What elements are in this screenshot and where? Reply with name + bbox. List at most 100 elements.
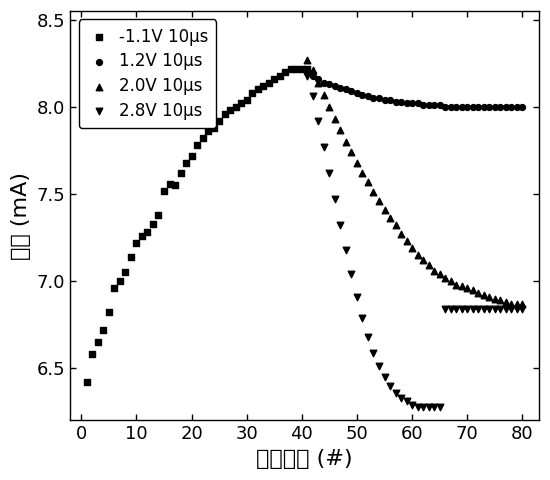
1.2V 10μs — [452, 103, 460, 111]
-1.1V 10μs — [165, 180, 174, 187]
-1.1V 10μs — [116, 277, 124, 285]
2.0V 10μs — [303, 56, 312, 64]
2.0V 10μs — [353, 159, 361, 167]
2.0V 10μs — [397, 230, 405, 238]
2.8V 10μs — [375, 362, 383, 370]
2.8V 10μs — [419, 403, 427, 410]
1.2V 10μs — [314, 75, 323, 83]
2.8V 10μs — [446, 305, 455, 313]
1.2V 10μs — [369, 95, 378, 102]
1.2V 10μs — [402, 99, 411, 107]
2.8V 10μs — [435, 403, 444, 410]
-1.1V 10μs — [248, 89, 257, 97]
1.2V 10μs — [391, 98, 400, 106]
2.0V 10μs — [469, 286, 477, 294]
2.0V 10μs — [463, 284, 471, 292]
2.0V 10μs — [386, 215, 394, 222]
1.2V 10μs — [430, 101, 438, 109]
2.0V 10μs — [441, 274, 449, 281]
2.8V 10μs — [336, 222, 345, 229]
Y-axis label: 电流 (mA): 电流 (mA) — [11, 172, 31, 260]
-1.1V 10μs — [270, 75, 279, 83]
-1.1V 10μs — [198, 134, 207, 142]
2.0V 10μs — [507, 300, 516, 308]
1.2V 10μs — [353, 89, 361, 97]
2.8V 10μs — [513, 305, 521, 313]
2.8V 10μs — [391, 389, 400, 396]
2.0V 10μs — [496, 297, 505, 304]
2.0V 10μs — [320, 91, 328, 98]
2.8V 10μs — [353, 293, 361, 300]
-1.1V 10μs — [226, 107, 234, 114]
2.0V 10μs — [342, 138, 350, 145]
2.8V 10μs — [502, 305, 510, 313]
2.8V 10μs — [342, 246, 350, 253]
1.2V 10μs — [507, 103, 516, 111]
1.2V 10μs — [518, 103, 527, 111]
2.8V 10μs — [518, 305, 527, 313]
1.2V 10μs — [469, 103, 477, 111]
2.8V 10μs — [452, 305, 460, 313]
-1.1V 10μs — [237, 99, 246, 107]
2.8V 10μs — [402, 397, 411, 405]
-1.1V 10μs — [187, 152, 196, 159]
-1.1V 10μs — [303, 65, 312, 72]
1.2V 10μs — [491, 103, 499, 111]
-1.1V 10μs — [204, 128, 212, 135]
-1.1V 10μs — [254, 85, 262, 93]
2.0V 10μs — [430, 267, 438, 275]
2.0V 10μs — [502, 298, 510, 306]
1.2V 10μs — [347, 87, 356, 95]
2.0V 10μs — [419, 256, 427, 264]
-1.1V 10μs — [154, 211, 163, 219]
1.2V 10μs — [474, 103, 483, 111]
-1.1V 10μs — [287, 65, 295, 72]
2.8V 10μs — [430, 403, 438, 410]
2.0V 10μs — [380, 206, 389, 214]
2.0V 10μs — [413, 251, 422, 259]
-1.1V 10μs — [110, 284, 119, 292]
-1.1V 10μs — [99, 326, 108, 334]
-1.1V 10μs — [192, 142, 201, 149]
-1.1V 10μs — [88, 350, 97, 358]
1.2V 10μs — [446, 103, 455, 111]
2.0V 10μs — [474, 289, 483, 297]
1.2V 10μs — [358, 91, 367, 98]
1.2V 10μs — [457, 103, 466, 111]
-1.1V 10μs — [160, 187, 168, 194]
2.8V 10μs — [441, 305, 449, 313]
1.2V 10μs — [424, 101, 433, 109]
-1.1V 10μs — [94, 338, 102, 346]
2.8V 10μs — [413, 403, 422, 410]
2.8V 10μs — [463, 305, 471, 313]
X-axis label: 脉冲数目 (#): 脉冲数目 (#) — [256, 449, 353, 469]
2.8V 10μs — [424, 403, 433, 410]
2.0V 10μs — [309, 67, 317, 74]
2.0V 10μs — [314, 79, 323, 86]
1.2V 10μs — [419, 101, 427, 109]
2.0V 10μs — [325, 103, 334, 111]
1.2V 10μs — [480, 103, 488, 111]
2.8V 10μs — [331, 195, 339, 203]
1.2V 10μs — [375, 95, 383, 102]
2.0V 10μs — [452, 281, 460, 288]
2.0V 10μs — [457, 283, 466, 290]
2.0V 10μs — [485, 293, 494, 300]
2.0V 10μs — [513, 300, 521, 308]
1.2V 10μs — [441, 103, 449, 111]
1.2V 10μs — [413, 99, 422, 107]
1.2V 10μs — [496, 103, 505, 111]
2.8V 10μs — [457, 305, 466, 313]
2.0V 10μs — [364, 178, 372, 186]
-1.1V 10μs — [220, 110, 229, 118]
1.2V 10μs — [435, 101, 444, 109]
2.8V 10μs — [408, 401, 416, 408]
-1.1V 10μs — [126, 253, 135, 261]
2.0V 10μs — [331, 115, 339, 123]
1.2V 10μs — [397, 98, 405, 106]
2.8V 10μs — [469, 305, 477, 313]
2.8V 10μs — [314, 117, 323, 125]
1.2V 10μs — [303, 68, 312, 76]
-1.1V 10μs — [138, 232, 146, 240]
2.8V 10μs — [496, 305, 505, 313]
